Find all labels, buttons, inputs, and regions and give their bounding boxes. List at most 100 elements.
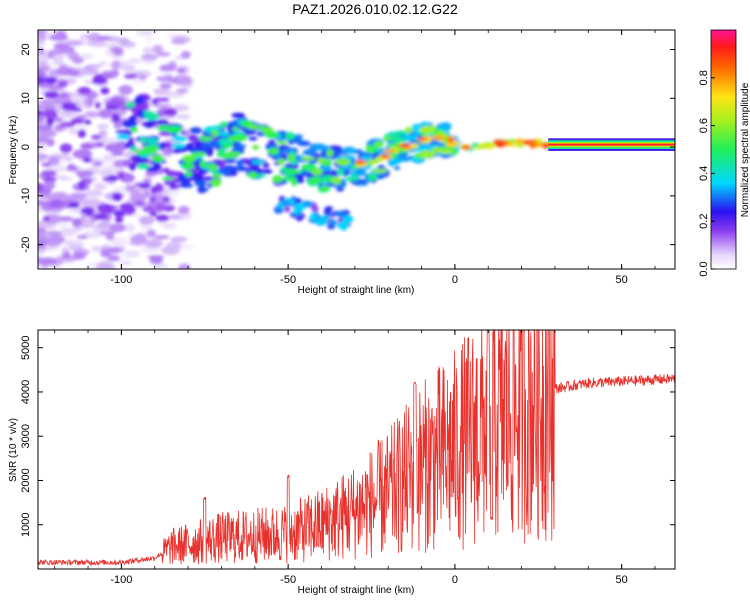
spectrogram-cell: [286, 153, 296, 163]
spectrogram-cell: [400, 138, 407, 143]
spectrogram-cell: [130, 234, 147, 245]
spectrogram-cell: [336, 168, 345, 176]
spectrogram-cell: [122, 119, 138, 128]
spectrogram-cell: [419, 150, 436, 159]
spectrogram-cell: [355, 159, 366, 165]
spectrogram-cell: [97, 221, 112, 229]
spectrogram-cell: [161, 245, 181, 255]
spectrogram-cell: [181, 155, 197, 163]
colorbar-tick-label: 0.8: [698, 70, 710, 85]
spectrogram-cell: [57, 80, 69, 88]
spectrogram-cell: [262, 162, 270, 168]
spectrogram-cell: [420, 125, 435, 134]
spectrogram-cell: [43, 109, 58, 120]
spectrogram-cell: [38, 115, 44, 122]
spectrogram-cell: [72, 149, 93, 159]
spectrogram-cell: [113, 123, 122, 129]
spectrogram-cell: [232, 126, 239, 132]
spectrogram-cell: [39, 257, 58, 266]
spectrogram-cell: [285, 131, 295, 141]
spectrogram-y-tick-label: 10: [20, 92, 32, 104]
spectrogram-cell: [166, 125, 183, 134]
spectrogram-cell: [220, 121, 228, 128]
spectrogram-cell: [495, 143, 506, 148]
spectrogram-cell: [247, 171, 258, 179]
spectrogram-cell: [236, 159, 244, 167]
spectrogram-cell: [75, 170, 94, 177]
spectrogram-cell: [127, 58, 141, 64]
spectrogram-cell: [257, 173, 266, 178]
spectrogram-cell: [125, 184, 136, 192]
spectrogram-cell: [87, 40, 107, 47]
spectrogram-cell: [102, 153, 117, 163]
spectrogram-cell: [172, 135, 188, 142]
spectrogram-cell: [145, 123, 154, 128]
spectrogram-cell: [42, 215, 51, 222]
spectrogram-cell: [153, 88, 171, 96]
spectrogram-cell: [93, 182, 107, 191]
spectrogram-cell: [154, 235, 170, 240]
spectrogram-x-label: Height of straight line (km): [298, 285, 415, 296]
spectrogram-cell: [178, 263, 191, 269]
snr-x-ticks: -100 -50 0 50: [54, 330, 656, 586]
spectrogram-cell: [147, 255, 165, 260]
spectrogram-carrier-layer: [548, 144, 675, 146]
snr-y-tick-label: 2000: [20, 468, 32, 492]
snr-x-tick-label: -50: [280, 574, 296, 586]
spectrogram-cell: [173, 104, 190, 112]
spectrogram-cell: [41, 170, 57, 177]
spectrogram-cell: [52, 117, 64, 122]
spectrogram-cell: [393, 135, 402, 144]
spectrogram-cell: [93, 141, 105, 148]
spectrogram-cell: [176, 114, 191, 120]
spectrogram-cell: [59, 121, 76, 128]
spectrogram-cell: [338, 221, 350, 229]
spectrogram-cell: [140, 247, 161, 253]
spectrogram-cell: [41, 162, 52, 167]
snr-panel: -100 -50 0 50 1000 2000 3000 4000 5000 Height o…: [8, 329, 676, 596]
spectrogram-cell: [184, 171, 193, 178]
spectrogram-cell: [198, 136, 213, 142]
spectrogram-carrier-band: [548, 138, 675, 151]
spectrogram-cell: [84, 110, 101, 118]
spectrogram-cell: [58, 216, 74, 222]
spectrogram-cell: [59, 143, 73, 153]
spectrogram-y-ticks: -20 -10 0 10 20: [20, 43, 675, 253]
spectrogram-cell: [77, 180, 86, 190]
snr-series-line: [38, 330, 675, 567]
spectrogram-cell: [291, 212, 303, 217]
spectrogram-cell: [171, 39, 186, 45]
spectrogram-cell: [107, 254, 120, 262]
spectrogram-cell: [272, 175, 283, 183]
spectrogram-cell: [80, 207, 95, 214]
spectrogram-cell: [111, 151, 124, 157]
spectrogram-cell: [72, 56, 84, 64]
spectrogram-cell: [142, 145, 158, 155]
spectrogram-cell: [76, 234, 89, 240]
spectrogram-cell: [367, 174, 378, 181]
snr-y-tick-label: 5000: [20, 335, 32, 359]
spectrogram-cell: [160, 115, 176, 120]
spectrogram-cell: [121, 39, 131, 45]
spectrogram-cell: [398, 143, 410, 148]
spectrogram-cell: [248, 136, 258, 141]
spectrogram-cell: [217, 131, 231, 136]
spectrogram-cell: [165, 170, 177, 178]
spectrogram-cell: [144, 36, 154, 43]
spectrogram-cell: [314, 144, 330, 151]
spectrogram-cell: [78, 218, 95, 229]
spectrogram-cell: [260, 169, 273, 174]
spectrogram-cell: [187, 134, 198, 142]
colorbar: 0.0 0.2 0.4 0.6 0.8 Normalized spectral ampl…: [698, 29, 750, 277]
spectrogram-cell: [146, 120, 159, 125]
spectrogram-cell: [324, 208, 331, 216]
spectrogram-cell: [438, 150, 454, 154]
spectrogram-cell: [288, 170, 303, 174]
spectrogram-cell: [54, 175, 68, 180]
spectrogram-cell: [38, 110, 44, 116]
spectrogram-cell: [316, 157, 325, 163]
spectrogram-x-tick-label: -50: [280, 274, 296, 286]
spectrogram-cell: [171, 143, 185, 149]
spectrogram-cell: [38, 68, 45, 77]
spectrogram-cell: [111, 192, 123, 202]
